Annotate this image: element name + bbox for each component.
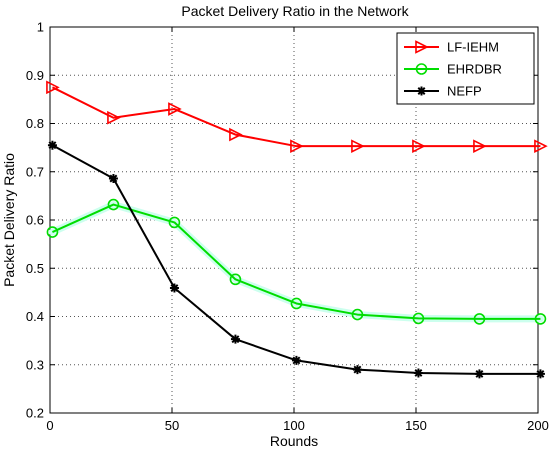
legend: LF-IEHM EHRDBR NEFP [396, 32, 535, 105]
data-point [168, 102, 182, 116]
legend-item: LF-IEHM [404, 40, 499, 55]
data-point [412, 139, 426, 153]
legend-marker [417, 86, 426, 96]
series-ehrdbr [46, 198, 547, 325]
series-line-halo [48, 201, 544, 323]
chart-title: Packet Delivery Ratio in the Network [181, 3, 409, 19]
legend-item: NEFP [404, 84, 482, 99]
data-point [107, 198, 120, 211]
axis-ticks: 0.2 0.3 0.4 0.5 0.6 0.7 0.8 0.9 1 0 50 100 150 200 [26, 20, 549, 434]
x-tick-label: 150 [405, 418, 427, 433]
data-point [534, 313, 547, 325]
y-axis-title: Packet Delivery Ratio [1, 153, 17, 287]
data-point [169, 283, 179, 293]
data-point [229, 273, 242, 286]
y-tick-label: 0.2 [26, 406, 44, 421]
data-point [229, 127, 243, 142]
data-point [412, 312, 425, 325]
y-tick-label: 0.5 [26, 261, 44, 276]
data-point [168, 216, 181, 229]
data-point [46, 226, 59, 238]
data-point [291, 355, 301, 365]
series-lines [46, 80, 548, 379]
data-point [413, 368, 423, 378]
y-tick-label: 0.9 [26, 68, 44, 83]
data-point [535, 369, 545, 379]
x-tick-label: 0 [46, 418, 53, 433]
legend-label: NEFP [447, 84, 482, 99]
series-nefp [47, 140, 545, 379]
data-point [290, 139, 304, 153]
series-line [51, 144, 541, 375]
legend-marker [415, 40, 429, 54]
series-lf-iehm [46, 80, 548, 153]
y-tick-label: 0.6 [26, 213, 44, 228]
data-point [473, 139, 487, 153]
data-point [46, 80, 60, 95]
grid [50, 27, 538, 413]
x-tick-label: 50 [165, 418, 179, 433]
x-tick-label: 100 [283, 418, 305, 433]
data-point [351, 139, 365, 153]
data-point [230, 334, 240, 344]
data-point [107, 110, 121, 125]
y-tick-label: 0.3 [26, 357, 44, 372]
legend-label: EHRDBR [447, 62, 502, 77]
x-tick-label: 200 [527, 418, 549, 433]
data-point [474, 369, 484, 379]
data-point [351, 308, 364, 321]
series-line [51, 86, 541, 148]
data-point [108, 174, 118, 184]
legend-item: EHRDBR [404, 62, 502, 77]
legend-marker [415, 63, 428, 75]
series-line [52, 203, 541, 320]
y-tick-label: 0.8 [26, 116, 44, 131]
data-point [47, 140, 57, 150]
data-point [534, 139, 548, 153]
legend-label: LF-IEHM [447, 40, 499, 55]
data-point [290, 297, 303, 310]
data-point [473, 313, 486, 325]
y-tick-label: 0.4 [26, 309, 44, 324]
x-axis-title: Rounds [270, 433, 318, 449]
y-tick-label: 0.7 [26, 164, 44, 179]
y-tick-label: 1 [37, 20, 44, 35]
data-point [352, 365, 362, 375]
